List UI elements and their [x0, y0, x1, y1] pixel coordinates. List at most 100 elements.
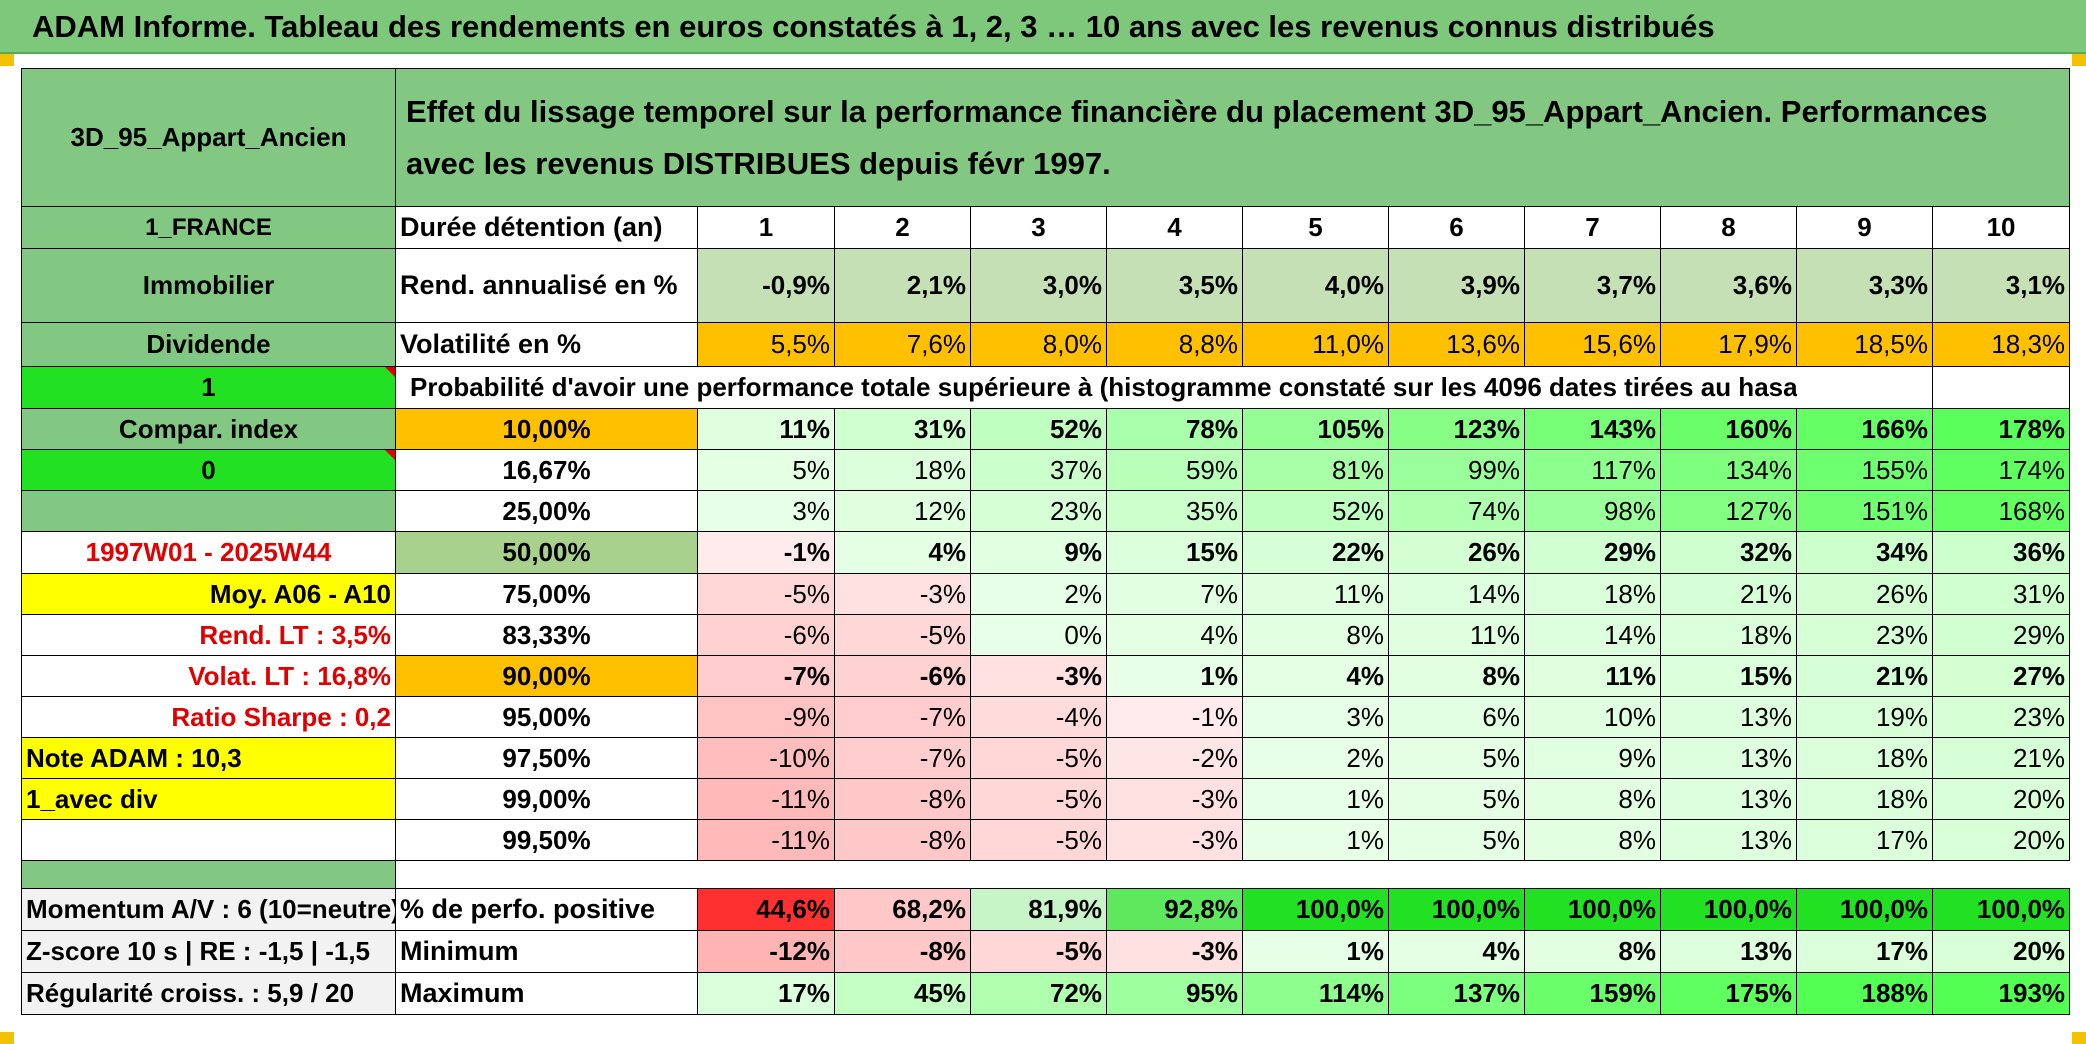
stat-value: 92,8% [1106, 888, 1243, 931]
percentile-value: -5% [697, 573, 835, 615]
field-one[interactable]: 1 [21, 366, 396, 409]
percentile-value: 13% [1660, 819, 1797, 861]
percentile-value: 26% [1796, 573, 1933, 615]
percentile-value: -7% [834, 737, 971, 779]
percentile-row: Compar. index 10,00% 11% 31% 52% 78% 105% 123% 1… [21, 408, 2071, 450]
percentile-value: 14% [1388, 573, 1525, 615]
percentile-value: 78% [1106, 408, 1243, 450]
percentile-label: 25,00% [395, 490, 698, 532]
percentile-value: 9% [970, 531, 1107, 574]
stat-value: 20% [1931, 930, 2071, 973]
year-header: 5 [1242, 206, 1389, 249]
percentile-value: 10% [1524, 696, 1661, 738]
avec-div-label: 1_avec div [21, 778, 396, 820]
rend-cell: 2,1% [834, 248, 971, 323]
percentile-label: 83,33% [395, 614, 698, 656]
sharpe-label: Ratio Sharpe : 0,2 [21, 696, 396, 738]
stat-label: Régularité croiss. : 5,9 / 20 [21, 972, 396, 1015]
percentile-value: 127% [1660, 490, 1797, 532]
asset-name: 3D_95_Appart_Ancien [21, 68, 396, 207]
percentile-value: 35% [1106, 490, 1243, 532]
percentile-value: 27% [1931, 655, 2071, 697]
percentile-value: 23% [1931, 696, 2071, 738]
percentile-value: 11% [1388, 614, 1525, 656]
rend-cell: 3,7% [1524, 248, 1661, 323]
year-header: 7 [1524, 206, 1661, 249]
percentile-value: 18% [1524, 573, 1661, 615]
separator-row [21, 860, 2070, 889]
percentile-value: 13% [1660, 696, 1797, 738]
period-label: 1997W01 - 2025W44 [21, 531, 396, 574]
percentile-value: -6% [834, 655, 971, 697]
percentile-value: 37% [970, 449, 1107, 491]
stat-value: 17% [697, 972, 835, 1015]
percentile-value: -11% [697, 819, 835, 861]
field-zero[interactable]: 0 [21, 449, 396, 491]
percentile-value: 5% [697, 449, 835, 491]
percentile-value: -9% [697, 696, 835, 738]
stat-value: 188% [1796, 972, 1933, 1015]
stat-value: 175% [1660, 972, 1797, 1015]
year-header: 3 [970, 206, 1107, 249]
percentile-value: 8% [1524, 819, 1661, 861]
stat-value: 1% [1242, 930, 1389, 973]
percentile-row: Moy. A06 - A10 75,00% -5% -3% 2% 7% 11% 14% 18% 2… [21, 573, 2071, 615]
performance-table: 3D_95_Appart_Ancien Effet du lissage tem… [21, 68, 2071, 1015]
percentile-row: 25,00% 3% 12% 23% 35% 52% 74% 98% 127% 151% 168% [21, 490, 2071, 532]
year-header: 2 [834, 206, 971, 249]
vol-cell: 18,5% [1796, 322, 1933, 367]
stat-value: 100,0% [1796, 888, 1933, 931]
year-header: 9 [1796, 206, 1933, 249]
percentile-value: 1% [1242, 819, 1389, 861]
percentile-value: 15% [1660, 655, 1797, 697]
percentile-value: 21% [1660, 573, 1797, 615]
percentile-value: -1% [697, 531, 835, 574]
percentile-label: 50,00% [395, 531, 698, 574]
percentile-value: -5% [970, 819, 1107, 861]
vol-cell: 13,6% [1388, 322, 1525, 367]
percentile-value: 117% [1524, 449, 1661, 491]
percentile-value: 1% [1242, 778, 1389, 820]
percentile-value: 11% [1242, 573, 1389, 615]
percentile-label: 95,00% [395, 696, 698, 738]
percentile-value: 168% [1931, 490, 2071, 532]
percentile-value: 8% [1524, 778, 1661, 820]
percentile-value: 18% [1796, 737, 1933, 779]
percentile-value: 98% [1524, 490, 1661, 532]
probability-label: Probabilité d'avoir une performance tota… [395, 366, 1797, 409]
moy-label: Moy. A06 - A10 [21, 573, 396, 615]
percentile-value: 19% [1796, 696, 1933, 738]
percentile-value: 31% [834, 408, 971, 450]
percentile-value: -3% [1106, 819, 1243, 861]
percentile-label: 10,00% [395, 408, 698, 450]
duration-label: Durée détention (an) [395, 206, 698, 249]
percentile-value: 52% [970, 408, 1107, 450]
percentile-value: -3% [1106, 778, 1243, 820]
rend-cell: -0,9% [697, 248, 835, 323]
percentile-label: 99,00% [395, 778, 698, 820]
percentile-value: -7% [697, 655, 835, 697]
percentile-value: 23% [970, 490, 1107, 532]
percentile-value: 17% [1796, 819, 1933, 861]
vol-cell: 11,0% [1242, 322, 1389, 367]
corner-marker [0, 1032, 14, 1044]
percentile-row: Ratio Sharpe : 0,2 95,00% -9% -7% -4% -1% 3% 6%… [21, 696, 2071, 738]
percentile-value: 4% [1106, 614, 1243, 656]
vol-cell: 7,6% [834, 322, 971, 367]
percentile-value: 123% [1388, 408, 1525, 450]
percentile-value: -5% [834, 614, 971, 656]
country-label: 1_FRANCE [21, 206, 396, 249]
percentile-value: 29% [1931, 614, 2071, 656]
rend-cell: 3,6% [1660, 248, 1797, 323]
description: Effet du lissage temporel sur la perform… [406, 93, 1988, 181]
percentile-value: -2% [1106, 737, 1243, 779]
percentile-value: 160% [1660, 408, 1797, 450]
percentile-value: -5% [970, 737, 1107, 779]
volat-lt-label: Volat. LT : 16,8% [21, 655, 396, 697]
empty-cell [1796, 366, 1933, 409]
income-label: Dividende [21, 322, 396, 367]
stat-value: 114% [1242, 972, 1389, 1015]
percentile-value: -8% [834, 778, 971, 820]
percentile-value: -1% [1106, 696, 1243, 738]
stat-value: 100,0% [1524, 888, 1661, 931]
